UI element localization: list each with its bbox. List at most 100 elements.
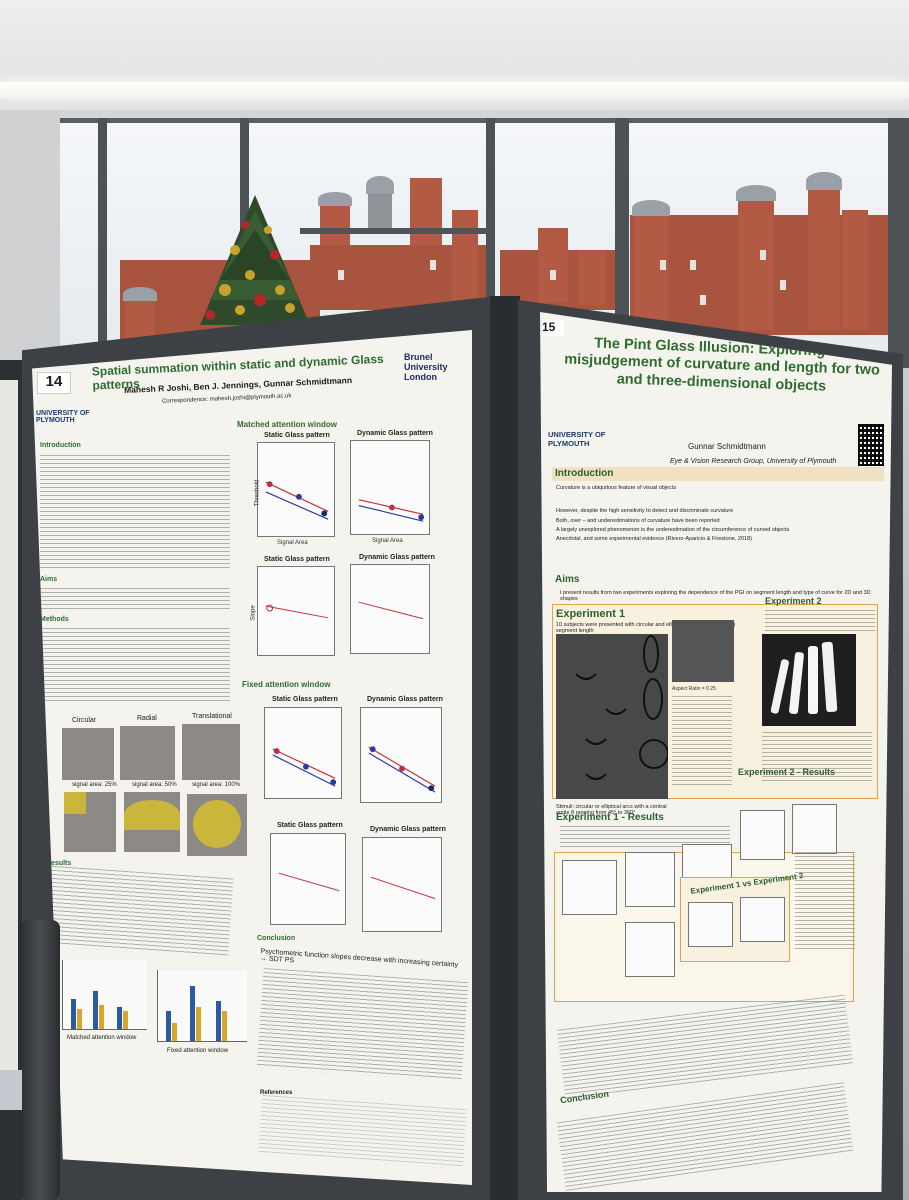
window-frame xyxy=(486,118,495,368)
threshold-plot-static-fixed xyxy=(264,707,342,799)
comparison-plot xyxy=(688,902,733,947)
board-hinge xyxy=(490,296,520,1200)
stimulus-circular xyxy=(62,728,114,780)
dome xyxy=(318,192,352,206)
task-text xyxy=(672,696,732,786)
y-axis-threshold: Threshold xyxy=(254,479,261,507)
plot-title-static: Static Glass pattern xyxy=(277,822,343,829)
label-translational: Translational xyxy=(192,713,232,720)
section-results: Results xyxy=(46,860,72,867)
plot-title-dynamic: Dynamic Glass pattern xyxy=(357,430,433,437)
results-text xyxy=(43,865,234,959)
label-radial: Radial xyxy=(137,715,157,722)
section-conclusion: Conclusion xyxy=(257,935,296,942)
display-pole xyxy=(20,920,60,1200)
tower xyxy=(808,185,840,330)
ceiling-light xyxy=(0,82,909,98)
experiment2-text xyxy=(765,610,875,632)
conclusion-body xyxy=(256,967,469,1083)
section-experiment1: Experiment 1 xyxy=(556,608,626,620)
aims-text: I present results from two experiments e… xyxy=(560,590,871,602)
results1-text xyxy=(560,826,730,848)
brunel-logo: Brunel University London xyxy=(404,352,448,382)
results2-text xyxy=(795,852,855,952)
bar-label-fixed: Fixed attention window xyxy=(167,1048,229,1054)
stimulus-caption: Stimuli: circular or elliptical arcs wit… xyxy=(556,804,667,816)
plot-title-static: Static Glass pattern xyxy=(264,432,330,439)
window-frame xyxy=(98,118,107,368)
cupola xyxy=(368,190,392,230)
experiment2-method xyxy=(762,732,872,782)
poster-pint-glass-illusion: 15 The Pint Glass Illusion: Exploring th… xyxy=(540,312,892,1192)
results-plot xyxy=(625,852,675,907)
intro-text xyxy=(40,455,230,570)
bar-chart-fixed xyxy=(157,970,247,1042)
poster-number: 15 xyxy=(542,320,564,336)
stimulus-area-50 xyxy=(124,792,180,852)
results-plot xyxy=(625,922,675,977)
comparison-plot xyxy=(740,897,785,942)
dome xyxy=(366,176,394,194)
tower xyxy=(738,195,774,330)
results-plot xyxy=(792,804,837,854)
window-frame xyxy=(888,118,909,368)
wall xyxy=(0,110,60,370)
poster-author: Gunnar Schmidtmann xyxy=(688,442,766,451)
experiment1-text: 10 subjects were presented with circular… xyxy=(556,622,736,634)
methods-text xyxy=(40,628,230,703)
poster-number: 14 xyxy=(37,372,71,394)
aims-text xyxy=(40,588,230,610)
references-text xyxy=(258,1094,467,1170)
christmas-tree-icon xyxy=(200,195,310,325)
dome xyxy=(123,287,157,301)
y-axis-slope: Slope xyxy=(250,605,257,621)
section-results2: Experiment 2 - Results xyxy=(738,767,836,777)
university-logo: UNIVERSITY OF PLYMOUTH xyxy=(548,430,606,448)
qr-code-icon[interactable] xyxy=(858,424,884,466)
stimulus-translational xyxy=(182,724,240,780)
label-area-25: signal area: 25% xyxy=(72,782,117,788)
intro-banner xyxy=(552,467,884,481)
stimulus-area-100 xyxy=(187,794,247,856)
section-aims: Aims xyxy=(555,574,580,585)
stimulus-area-25 xyxy=(64,792,116,852)
stimulus-radial xyxy=(120,726,175,780)
label-area-100: signal area: 100% xyxy=(192,782,241,788)
section-methods: Methods xyxy=(40,616,69,623)
dome xyxy=(736,185,776,201)
tower xyxy=(452,210,478,305)
threshold-plot-dynamic xyxy=(350,440,430,535)
poster-edge xyxy=(0,1070,22,1110)
intro-bullets: Curvature is a ubiquitous feature of vis… xyxy=(556,485,790,543)
window-frame xyxy=(300,228,490,234)
slope-plot-static xyxy=(257,566,335,656)
section-introduction: Introduction xyxy=(555,468,614,479)
poster-spatial-summation: 14 UNIVERSITY OF PLYMOUTH Spatial summat… xyxy=(32,330,472,1185)
plot-title-dynamic: Dynamic Glass pattern xyxy=(359,554,435,561)
aspect-ratio-label: Aspect Ratio = 0.25 xyxy=(672,686,716,692)
slope-plot-static-fixed xyxy=(270,833,346,925)
tower xyxy=(634,210,668,330)
results-plot xyxy=(562,860,617,915)
threshold-plot-dynamic-fixed xyxy=(360,707,442,803)
section-experiment2: Experiment 2 xyxy=(765,596,822,606)
label-area-50: signal area: 50% xyxy=(132,782,177,788)
window-frame xyxy=(615,118,629,368)
university-logo: UNIVERSITY OF PLYMOUTH xyxy=(36,410,90,424)
results-summary xyxy=(556,994,854,1100)
correspondence: Correspondence: mahesh.joshi@plymouth.ac… xyxy=(161,393,292,405)
stimulus-example xyxy=(672,620,734,682)
bar-label-matched: Matched attention window xyxy=(67,1035,137,1041)
section-aims: Aims xyxy=(40,576,58,583)
section-introduction: Introduction xyxy=(40,442,81,449)
glasses-photo xyxy=(762,634,856,726)
plot-title-dynamic: Dynamic Glass pattern xyxy=(367,696,443,703)
poster-edge xyxy=(0,380,18,1090)
x-axis-signal-area: Signal Area xyxy=(277,540,308,546)
bar-chart-matched xyxy=(62,960,147,1030)
research-group: Eye & Vision Research Group, University … xyxy=(670,458,837,465)
dome xyxy=(806,172,842,190)
slope-plot-dynamic-fixed xyxy=(362,837,442,932)
section-results1: Experiment 1 - Results xyxy=(556,812,664,823)
